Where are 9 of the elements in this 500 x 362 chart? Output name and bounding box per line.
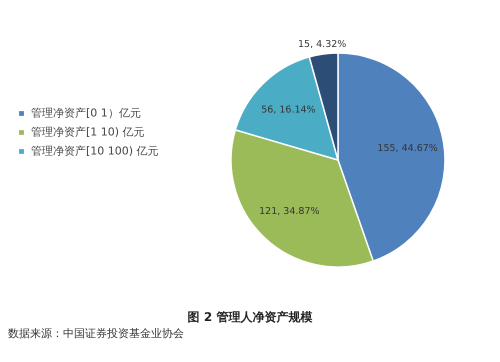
legend-label: 管理净资产[1 10) 亿元 [31,126,145,138]
data-label: 56, 16.14% [261,104,316,116]
data-label: 155, 44.67% [377,143,438,154]
text: 图 2 管理人净资产规模 [188,310,312,324]
legend-label: 管理净资产[10 100) 亿元 [31,144,159,158]
legend-label: 管理净资产[0 1）亿元 [31,106,141,120]
data-label: 121, 34.87% [259,206,320,218]
source-note: 数据来源：中国证券投资基金业协会 [8,326,184,341]
data-label: 15, 4.32% [298,39,346,50]
